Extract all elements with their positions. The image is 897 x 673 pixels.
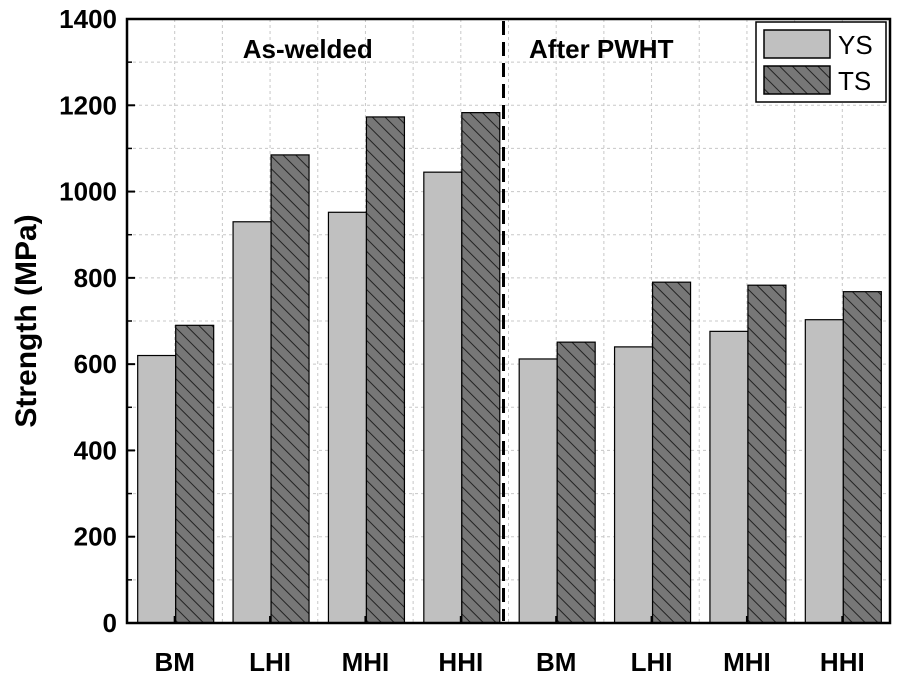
x-tick-label-mhi: MHI	[342, 647, 390, 673]
bar-ts-hhi-3	[461, 112, 501, 624]
bars	[137, 112, 882, 624]
bar-ys-lhi-1	[232, 221, 272, 624]
y-tick-label: 600	[74, 349, 117, 379]
group-label-after-pwht: After PWHT	[529, 34, 674, 64]
bar-ys-hhi-3	[423, 171, 463, 624]
legend: YS TS	[755, 21, 887, 103]
legend-swatch-ts	[763, 65, 831, 95]
bar-ys-mhi-2	[327, 211, 368, 624]
bar-ys-bm-4	[518, 358, 558, 624]
y-axis: 0 200 400 600 800 1000 1200 1400	[59, 4, 135, 638]
x-tick-label-lhi: LHI	[249, 647, 291, 673]
x-tick-label-hhi: HHI	[438, 647, 483, 673]
legend-label-ys: YS	[838, 30, 873, 60]
bar-ts-mhi-2	[365, 116, 406, 624]
group-label-as-welded: As-welded	[243, 34, 373, 64]
x-tick-label-bm: BM	[154, 647, 194, 673]
x-tick-label-mhi: MHI	[723, 647, 771, 673]
y-tick-label: 1400	[59, 4, 117, 34]
bar-ys-lhi-5	[613, 346, 654, 624]
x-axis: BM LHI MHI HHI BM LHI MHI HHI	[154, 616, 865, 673]
y-tick-label: 1000	[59, 177, 117, 207]
bar-ts-mhi-6	[747, 284, 787, 624]
bar-ts-bm-4	[556, 341, 596, 624]
bar-ts-lhi-1	[270, 154, 310, 624]
bar-ys-bm-0	[137, 354, 177, 624]
y-tick-label: 200	[74, 522, 117, 552]
bar-ts-bm-0	[175, 324, 215, 624]
x-tick-label-lhi: LHI	[631, 647, 673, 673]
bar-ts-lhi-5	[651, 281, 692, 624]
y-tick-label: 1200	[59, 90, 117, 120]
y-tick-label: 800	[74, 263, 117, 293]
bar-ys-mhi-6	[709, 330, 749, 624]
y-axis-title: Strength (MPa)	[10, 214, 43, 427]
legend-label-ts: TS	[838, 66, 871, 96]
x-tick-label-bm: BM	[536, 647, 576, 673]
bar-ts-hhi-7	[842, 291, 882, 624]
legend-swatch-ys	[763, 29, 831, 59]
x-tick-label-hhi: HHI	[820, 647, 865, 673]
y-tick-label: 400	[74, 435, 117, 465]
y-tick-label: 0	[103, 608, 117, 638]
bar-ys-hhi-7	[804, 319, 844, 624]
